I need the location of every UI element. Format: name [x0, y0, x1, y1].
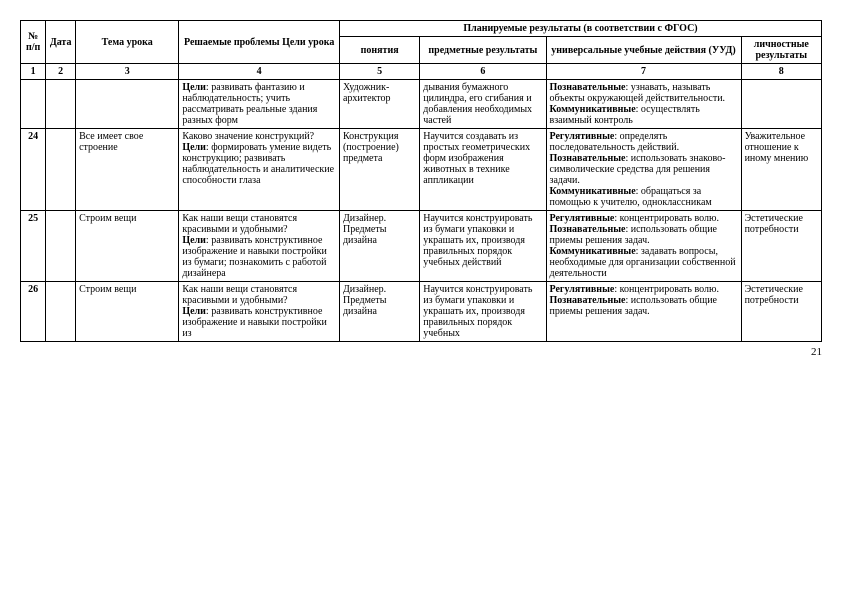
cell-goals: Цели: развивать фантазию и наблюдательно…	[179, 80, 340, 129]
cell-uud: Регулятивные: концентрировать волю.Позна…	[546, 211, 741, 282]
header-uud: универсальные учебные действия (УУД)	[546, 37, 741, 64]
cell-goals: Как наши вещи становятся красивыми и удо…	[179, 282, 340, 342]
cell-topic: Все имеет свое строение	[76, 129, 179, 211]
cell-num: 25	[21, 211, 46, 282]
cell-uud: Познавательные: узнавать, называть объек…	[546, 80, 741, 129]
table-row: 26 Строим вещиКак наши вещи становятся кр…	[21, 282, 822, 342]
colnum-7: 7	[546, 64, 741, 80]
curriculum-table: № п/п Дата Тема урока Решаемые проблемы …	[20, 20, 822, 342]
cell-subject: дывания бумажного цилиндра, его сгибания…	[420, 80, 546, 129]
colnum-1: 1	[21, 64, 46, 80]
cell-num	[21, 80, 46, 129]
cell-uud: Регулятивные: концентрировать волю.Позна…	[546, 282, 741, 342]
cell-subject: Научится создавать из простых геометриче…	[420, 129, 546, 211]
cell-concepts: Дизайнер. Предметы дизайна	[339, 211, 419, 282]
cell-uud: Регулятивные: определять последовательно…	[546, 129, 741, 211]
cell-personal: Уважительное отношение к иному мнению	[741, 129, 821, 211]
colnum-3: 3	[76, 64, 179, 80]
header-goals: Решаемые проблемы Цели урока	[179, 21, 340, 64]
cell-subject: Научится конструировать из бумаги упаков…	[420, 282, 546, 342]
colnum-2: 2	[46, 64, 76, 80]
table-row: 24 Все имеет свое строениеКаково значение…	[21, 129, 822, 211]
header-num: № п/п	[21, 21, 46, 64]
cell-personal: Эстетические потребности	[741, 211, 821, 282]
page-number: 21	[20, 346, 822, 358]
cell-topic	[76, 80, 179, 129]
header-date: Дата	[46, 21, 76, 64]
cell-concepts: Дизайнер. Предметы дизайна	[339, 282, 419, 342]
cell-goals: Как наши вещи становятся красивыми и удо…	[179, 211, 340, 282]
table-row: 25 Строим вещиКак наши вещи становятся кр…	[21, 211, 822, 282]
cell-date	[46, 129, 76, 211]
cell-topic: Строим вещи	[76, 282, 179, 342]
header-group: Планируемые результаты (в соответствии с…	[339, 21, 821, 37]
colnum-8: 8	[741, 64, 821, 80]
cell-topic: Строим вещи	[76, 211, 179, 282]
cell-concepts: Художник-архитектор	[339, 80, 419, 129]
header-concepts: понятия	[339, 37, 419, 64]
cell-date	[46, 80, 76, 129]
colnum-5: 5	[339, 64, 419, 80]
cell-concepts: Конструкция (построение) предмета	[339, 129, 419, 211]
cell-goals: Каково значение конструкций?Цели: формир…	[179, 129, 340, 211]
cell-personal: Эстетические потребности	[741, 282, 821, 342]
header-subject: предметные результаты	[420, 37, 546, 64]
header-num-row: 1 2 3 4 5 6 7 8	[21, 64, 822, 80]
table-body: Цели: развивать фантазию и наблюдательно…	[21, 80, 822, 342]
cell-num: 24	[21, 129, 46, 211]
cell-date	[46, 282, 76, 342]
cell-num: 26	[21, 282, 46, 342]
header-row-1: № п/п Дата Тема урока Решаемые проблемы …	[21, 21, 822, 37]
cell-subject: Научится конструировать из бумаги упаков…	[420, 211, 546, 282]
table-row: Цели: развивать фантазию и наблюдательно…	[21, 80, 822, 129]
cell-personal	[741, 80, 821, 129]
cell-date	[46, 211, 76, 282]
header-personal: личностные результаты	[741, 37, 821, 64]
colnum-4: 4	[179, 64, 340, 80]
header-topic: Тема урока	[76, 21, 179, 64]
colnum-6: 6	[420, 64, 546, 80]
